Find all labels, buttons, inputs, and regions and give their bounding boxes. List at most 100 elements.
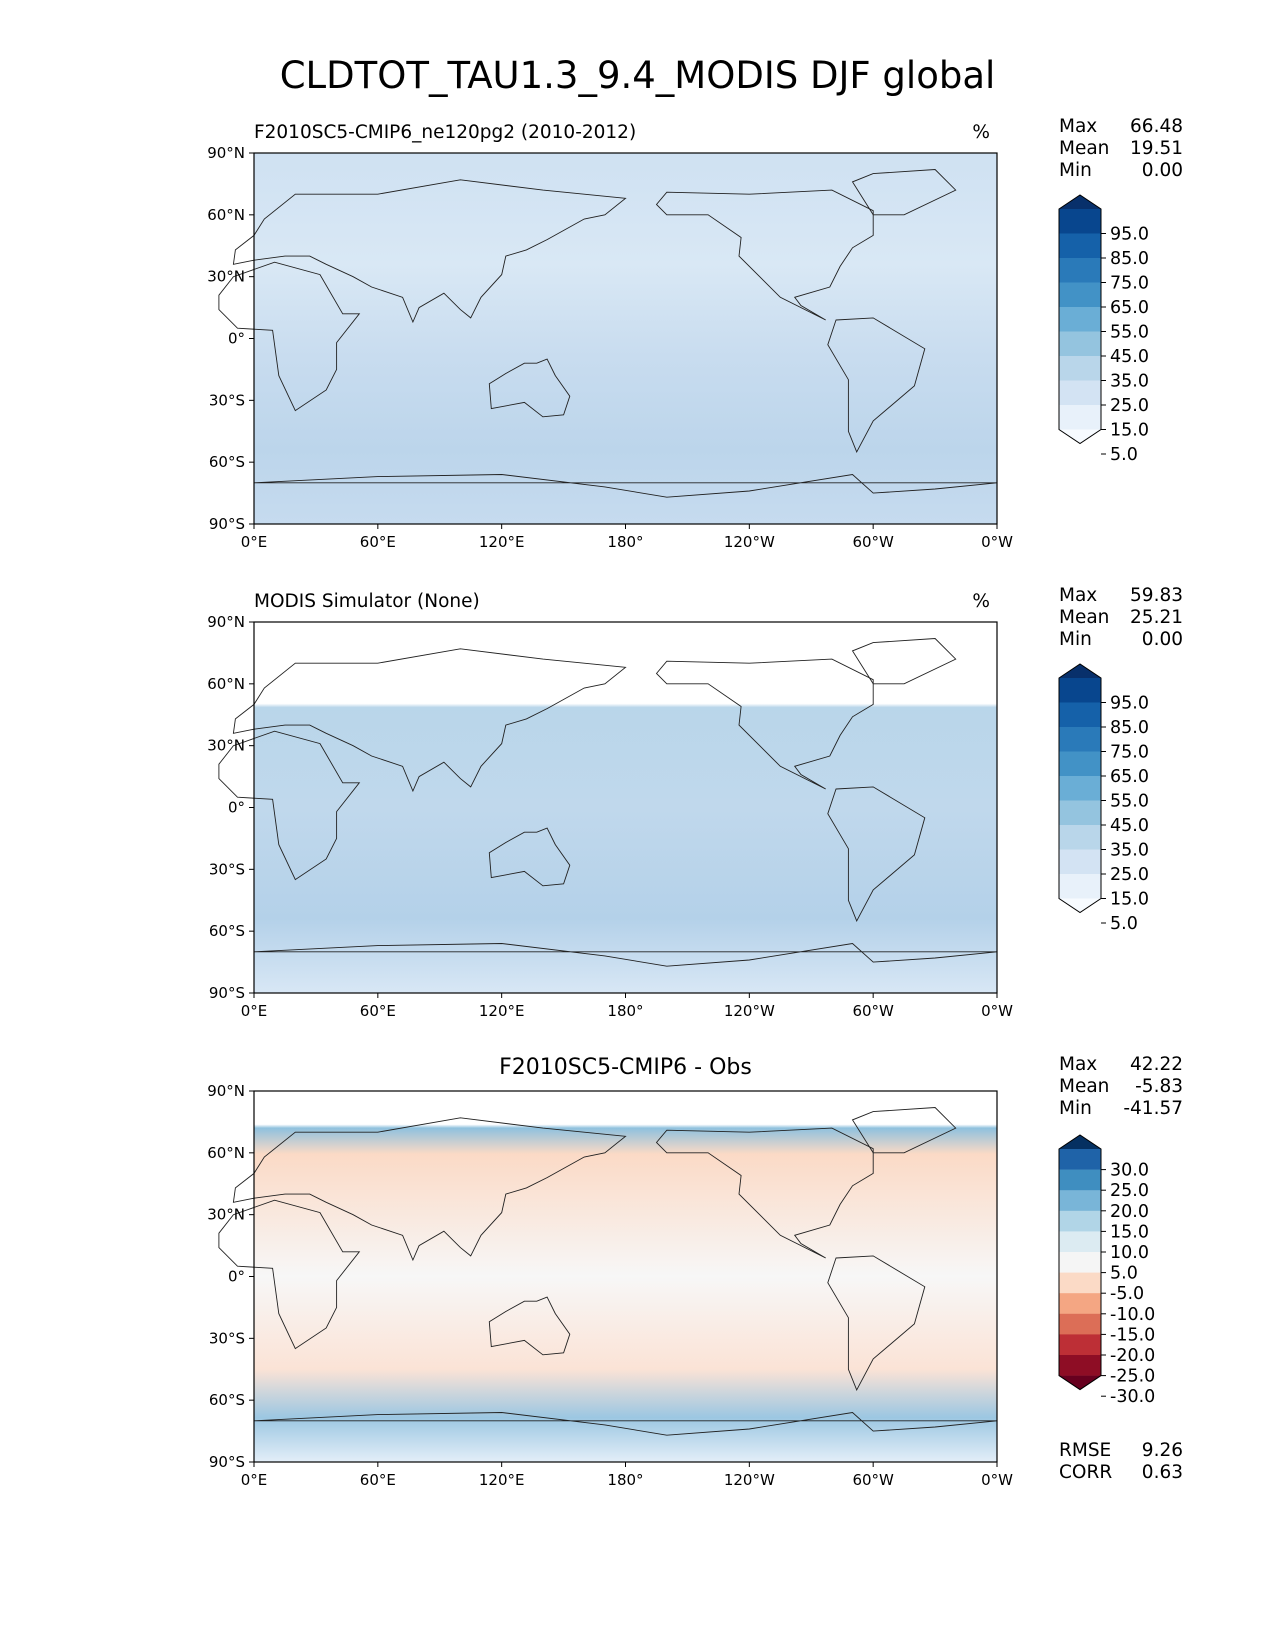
colorbar-tick-label: -30.0 [1110,1387,1155,1407]
colorbar-band [1059,874,1101,899]
colorbar-band [1059,727,1101,752]
colorbar-band [1059,209,1101,234]
lon-tick-label: 0°W [981,1471,1013,1489]
coastline [218,1199,361,1350]
colorbar-tick-label: 75.0 [1110,743,1149,763]
colorbar-tick-label: 85.0 [1110,718,1149,738]
lon-tick-label: 120°E [479,1471,525,1489]
lat-tick-label: 30°S [209,860,245,878]
lon-tick-label: 120°E [479,1002,525,1020]
lon-tick-label: 0°E [241,1002,268,1020]
coastline [827,317,926,453]
lat-tick-label: 30°S [209,1329,245,1347]
colorbar-tick-label: 15.0 [1110,421,1149,441]
stat-value: 19.51 [1130,138,1183,159]
stat-value: 42.22 [1130,1054,1183,1075]
field-background [254,622,997,993]
colorbar-band [1059,1231,1101,1253]
colorbar-band [1059,405,1101,430]
colorbar-tick-label: 15.0 [1110,890,1149,910]
coastline [655,658,874,790]
colorbar-band [1059,1313,1101,1335]
panels-layer: 90°N 60°N 30°N 0° 30°S 60°S 90°S 0°E 60°E 120°E 18… [207,144,1155,1489]
colorbar-band [1059,751,1101,777]
colorbar-band [1059,849,1101,875]
colorbar-band [1059,307,1101,332]
lat-tick-label: 90°S [209,1453,245,1471]
coastline [827,1255,926,1391]
lat-tick-label: 30°N [207,268,245,286]
figure-title: CLDTOT_TAU1.3_9.4_MODIS DJF global [279,54,996,97]
colorbar-extend-min [1059,898,1101,913]
lat-tick-label: 60°S [209,453,245,471]
stat-label: Mean [1059,607,1110,628]
coastline [253,474,998,498]
colorbar-band [1059,1293,1101,1315]
colorbar-tick-label: 95.0 [1110,694,1149,714]
coastline [655,189,874,321]
colorbar-tick-label: 20.0 [1110,1202,1149,1222]
stat-label: Mean [1059,138,1110,159]
colorbar-tick-label: 35.0 [1110,841,1149,861]
colorbar-extend-min [1059,429,1101,444]
coastline [827,786,926,922]
map-panel-3: 90°N 60°N 30°N 0° 30°S 60°S 90°S0°E 60°E 120°E 18… [207,1082,1155,1489]
stat-value: 0.00 [1141,160,1183,181]
map-panel-2: 90°N 60°N 30°N 0° 30°S 60°S 90°S0°E 60°E 120°E 18… [207,613,1149,1020]
lon-tick-label: 120°W [724,1471,775,1489]
lat-tick-label: 60°N [207,675,245,693]
lon-tick-label: 0°W [981,1002,1013,1020]
colorbar-band [1059,380,1101,406]
lon-tick-label: 60°E [360,1471,396,1489]
lat-tick-label: 30°N [207,1206,245,1224]
colorbar-tick-label: 95.0 [1110,225,1149,245]
colorbar-band [1059,825,1101,850]
colorbar-tick-label: -15.0 [1110,1325,1155,1345]
coastline [232,1117,627,1262]
colorbar-tick-label: -20.0 [1110,1346,1155,1366]
stat-value: 25.21 [1130,607,1183,628]
colorbar-extend-min [1059,1375,1101,1390]
stat-label: Min [1059,629,1092,650]
lat-tick-label: 0° [228,1268,245,1286]
lon-tick-label: 60°E [360,1002,396,1020]
lon-tick-label: 180° [607,533,643,551]
colorbar-tick-label: 30.0 [1110,1161,1149,1181]
colorbar-band [1059,1149,1101,1170]
stat-value: 0.00 [1141,629,1183,650]
colorbar-band [1059,1272,1101,1294]
colorbar-extend-max [1059,195,1101,209]
panel-1-title: F2010SC5-CMIP6_ne120pg2 (2010-2012) [254,122,637,143]
coastline [851,169,957,216]
colorbar-tick-label: -25.0 [1110,1367,1155,1387]
metric-label: RMSE [1059,1440,1112,1461]
lat-tick-label: 60°S [209,922,245,940]
lon-tick-label: 60°W [852,1002,894,1020]
colorbar-band [1059,331,1101,357]
panel-2-title: MODIS Simulator (None) [254,591,480,612]
colorbar-tick-label: 10.0 [1110,1243,1149,1263]
colorbar-band [1059,1190,1101,1212]
colorbar-tick-label: 55.0 [1110,323,1149,343]
field-background [254,153,997,524]
stat-label: Max [1059,116,1098,137]
lon-tick-label: 180° [607,1002,643,1020]
colorbar-band [1059,800,1101,826]
lon-tick-label: 0°W [981,533,1013,551]
lat-tick-label: 90°N [207,1082,245,1100]
coastline [253,1412,998,1436]
metric-value: 9.26 [1141,1440,1183,1461]
lat-tick-label: 60°S [209,1391,245,1409]
lat-tick-label: 90°N [207,613,245,631]
colorbar-band [1059,356,1101,381]
colorbar-tick-label: 65.0 [1110,298,1149,318]
stat-label: Min [1059,160,1092,181]
coastline [851,1107,957,1154]
stat-value: 66.48 [1130,116,1183,137]
colorbar-band [1059,1252,1101,1273]
coastline [232,179,627,324]
lat-tick-label: 60°N [207,1144,245,1162]
lat-tick-label: 0° [228,330,245,348]
lon-tick-label: 120°E [479,533,525,551]
